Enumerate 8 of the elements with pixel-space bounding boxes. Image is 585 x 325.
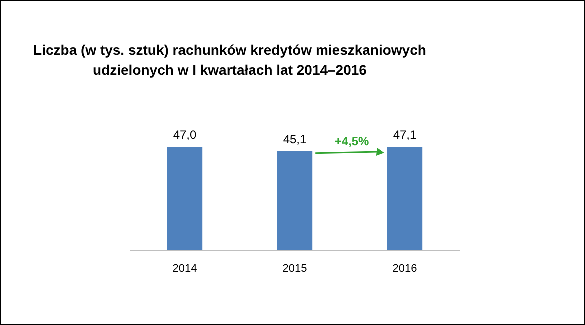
data-label: 47,1	[393, 128, 417, 142]
annotation: +4,5%	[334, 134, 370, 148]
x-tick-label: 2016	[392, 263, 418, 275]
x-tick-label: 2014	[172, 263, 198, 275]
chart-title: Liczba (w tys. sztuk) rachunków kredytów mieszkaniowych udzielonych w I kwartałach lat 2014–2016	[34, 42, 426, 78]
x-tick-label: 2015	[282, 263, 308, 275]
data-label: 47,0	[173, 128, 197, 142]
data-label: 45,1	[283, 132, 307, 146]
